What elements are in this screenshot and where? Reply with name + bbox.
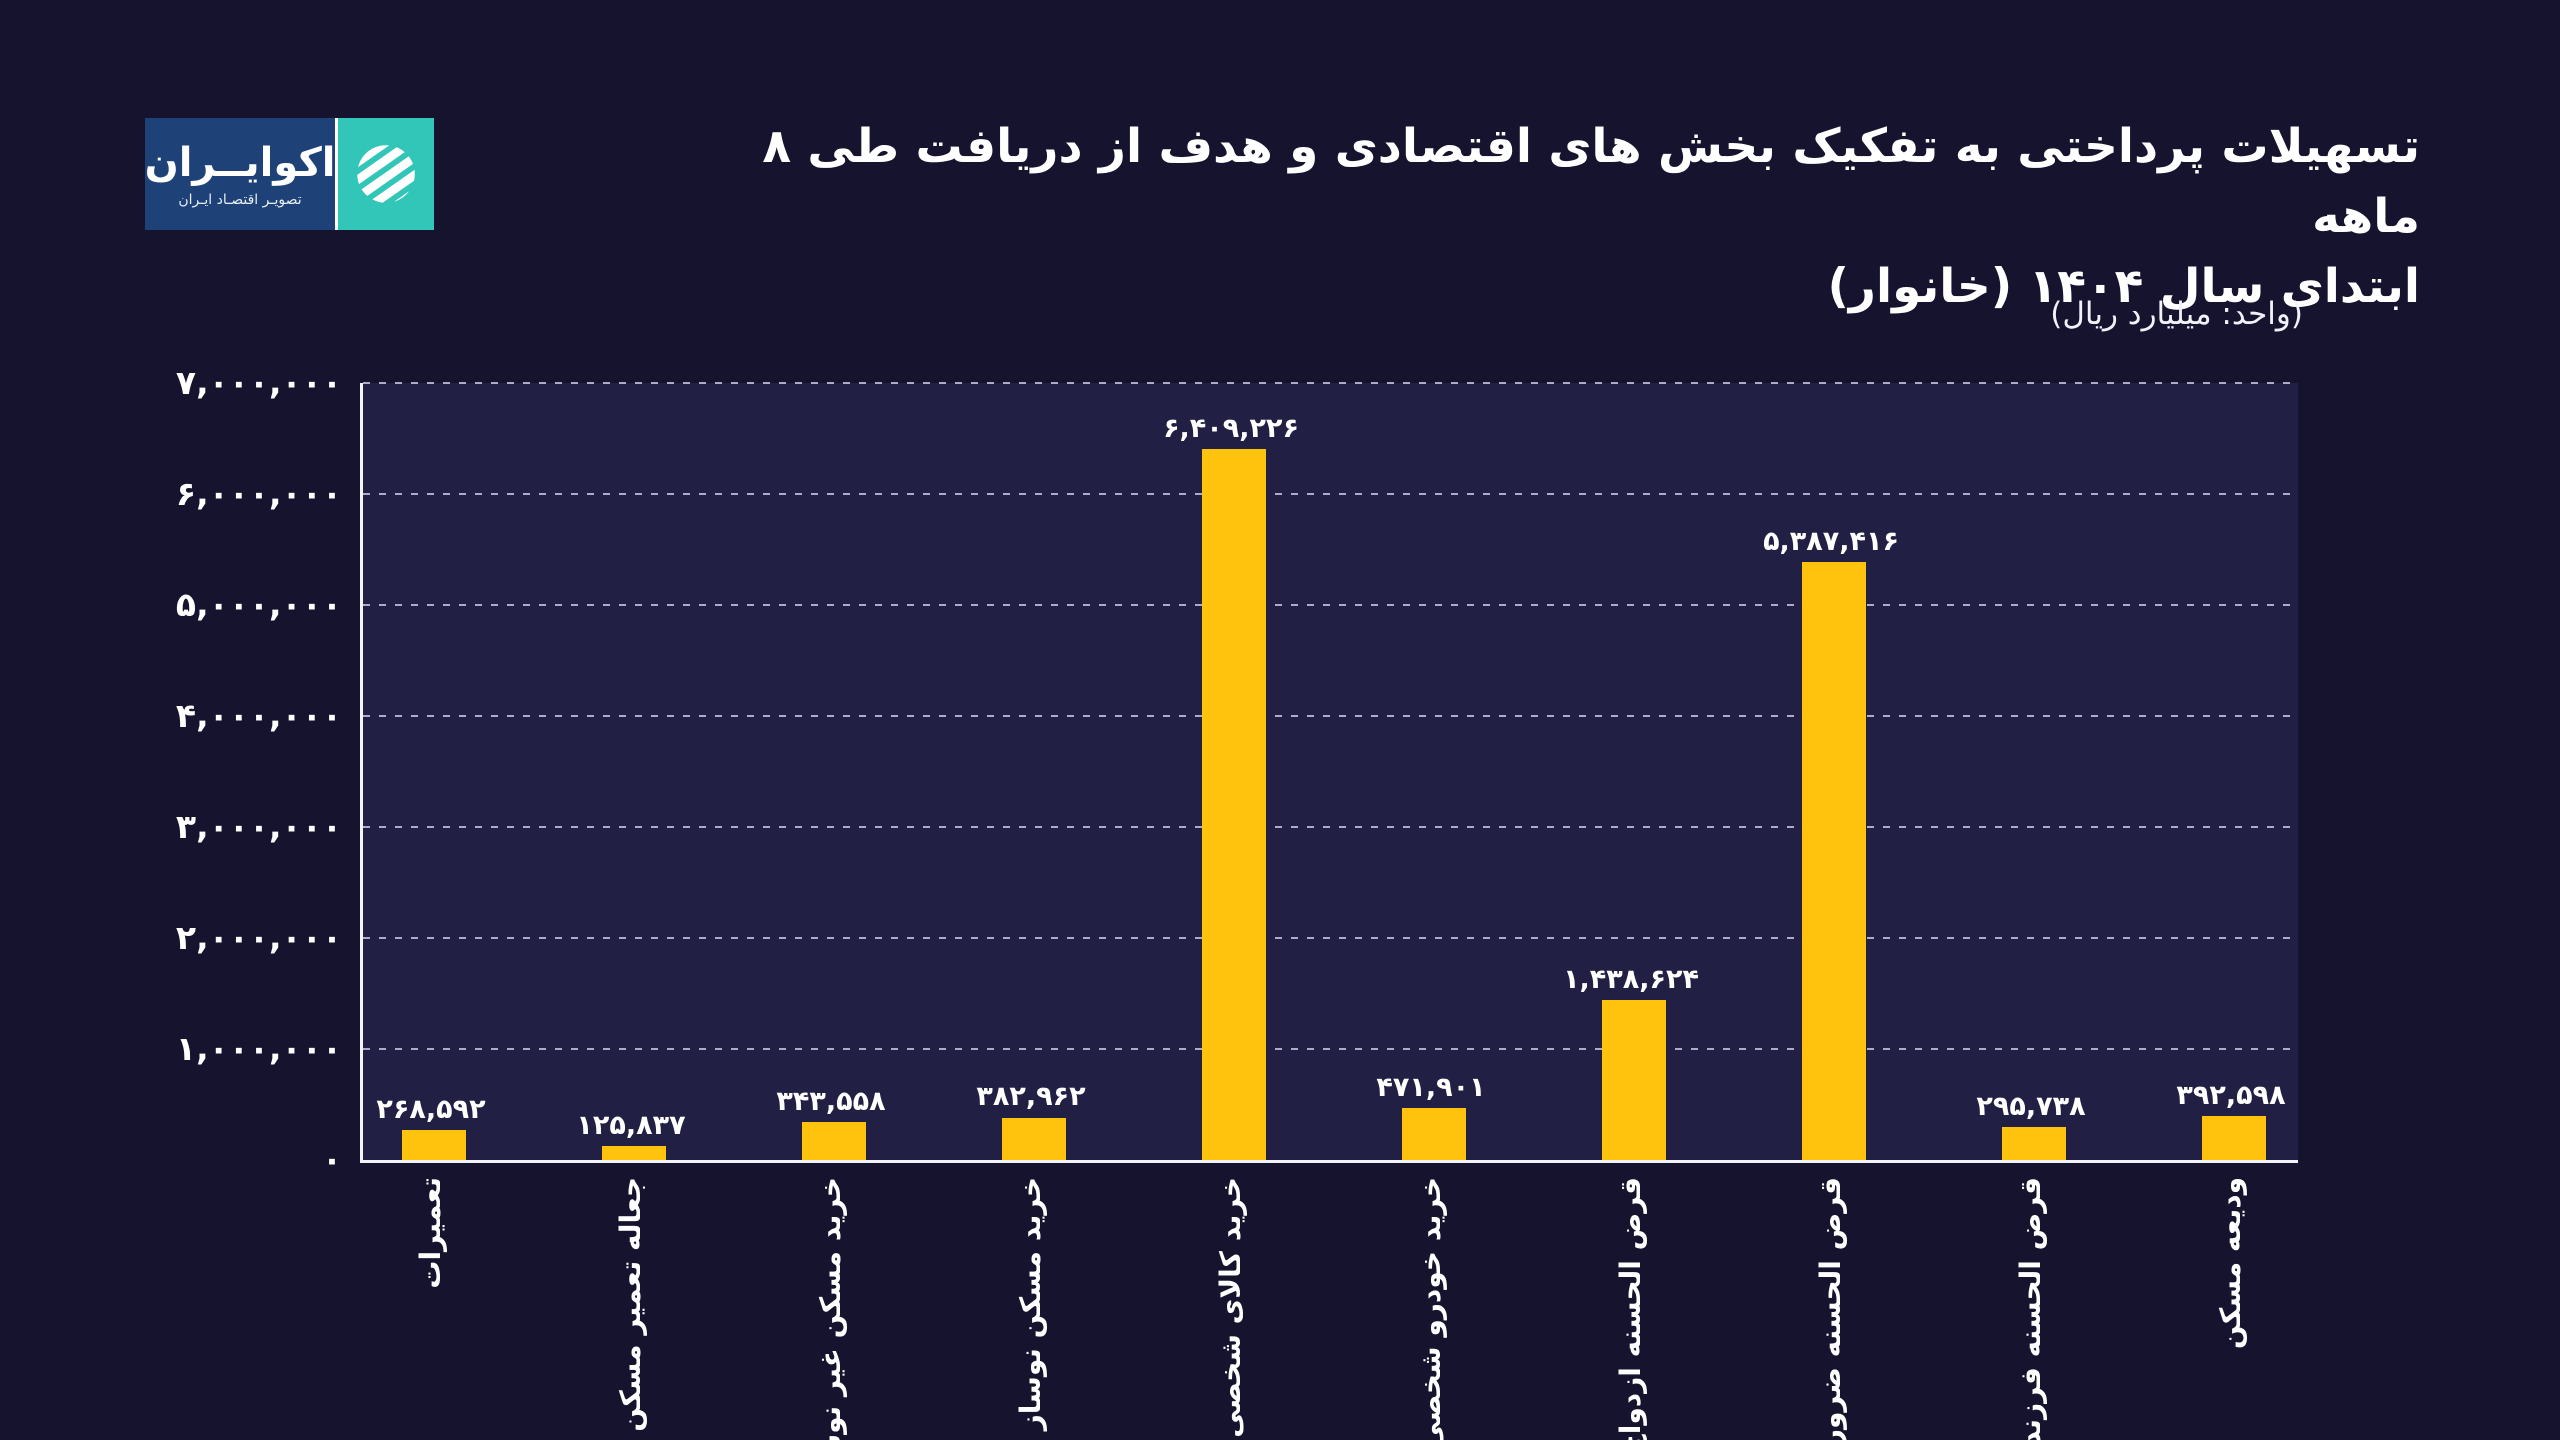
bar-value-label: ۴۷۱,۹۰۱ [1376,1071,1486,1103]
logo-brand-name: اکوایــران [144,140,336,186]
chart-title: تسهیلات پرداختی به تفکیک بخش های اقتصادی… [670,112,2420,322]
x-category-label-text: خرید مسکن نوساز [1014,1177,1047,1431]
y-tick-label: ۰ [321,1140,342,1179]
gridline [363,382,2298,384]
x-category-label-text: خرید مسکن غیر نوساز [814,1177,847,1440]
x-category-label-text: خرید کالای شخصی [1214,1177,1247,1438]
bar-4 [1202,448,1266,1160]
bar-6 [1602,1000,1666,1160]
gridline [363,493,2298,495]
y-tick-label: ۴,۰۰۰,۰۰۰ [175,696,342,735]
gridline [363,937,2298,939]
bar-5 [1402,1107,1466,1160]
bar-9 [2202,1116,2266,1160]
gridline [363,715,2298,717]
logo-tagline: تصویـر اقتصـاد ایـران [178,192,302,208]
ecoiran-logo: اکوایــران تصویـر اقتصـاد ایـران [145,118,434,230]
x-category-label-text: تعمیرات [414,1177,447,1289]
striped-globe-icon [350,138,422,210]
gridline [363,604,2298,606]
bar-value-label: ۵,۳۸۷,۴۱۶ [1763,525,1899,557]
x-category-label-text: قرض الحسنه ازدواج [1614,1177,1647,1440]
plot-area [360,382,2298,1163]
bar-value-label: ۳۸۲,۹۶۲ [976,1081,1086,1113]
logo-text-box: اکوایــران تصویـر اقتصـاد ایـران [145,118,335,230]
logo-mark-box [335,118,434,230]
bar-value-label: ۳۴۳,۵۵۸ [776,1085,886,1117]
bar-value-label: ۲۶۸,۵۹۲ [376,1094,486,1126]
x-category-label-text: جعاله تعمیر مسکن [614,1177,647,1432]
bar-2 [802,1121,866,1160]
bar-value-label: ۱۲۵,۸۳۷ [576,1110,686,1142]
bar-value-label: ۳۹۲,۵۹۸ [2176,1080,2286,1112]
x-category-label-text: ودیعه مسکن [2214,1177,2247,1350]
y-tick-label: ۶,۰۰۰,۰۰۰ [175,474,342,513]
bar-1 [602,1146,666,1160]
gridline [363,826,2298,828]
bar-value-label: ۶,۴۰۹,۲۲۶ [1163,412,1299,444]
chart-title-line2: ابتدای سال ۱۴۰۴ (خانوار) [1827,259,2420,314]
bar-8 [2002,1127,2066,1160]
y-tick-label: ۲,۰۰۰,۰۰۰ [175,918,342,957]
bar-3 [1002,1117,1066,1160]
x-category-label-text: قرض الحسنه ضروری [1814,1177,1847,1440]
y-tick-label: ۵,۰۰۰,۰۰۰ [175,585,342,624]
y-tick-label: ۷,۰۰۰,۰۰۰ [175,363,342,402]
x-category-label-text: قرض الحسنه فرزندآوری [2014,1177,2047,1440]
bar-0 [402,1130,466,1160]
unit-note: (واحد: میلیارد ریال) [2050,296,2303,332]
x-category-label-text: خرید خودرو شخصی [1414,1177,1447,1440]
y-tick-label: ۳,۰۰۰,۰۰۰ [175,807,342,846]
bar-value-label: ۱,۴۳۸,۶۲۴ [1563,964,1699,996]
chart-title-line1: تسهیلات پرداختی به تفکیک بخش های اقتصادی… [762,119,2420,244]
gridline [363,1048,2298,1050]
bar-7 [1802,562,1866,1160]
y-tick-label: ۱,۰۰۰,۰۰۰ [175,1029,342,1068]
bar-value-label: ۲۹۵,۷۳۸ [1976,1091,2086,1123]
